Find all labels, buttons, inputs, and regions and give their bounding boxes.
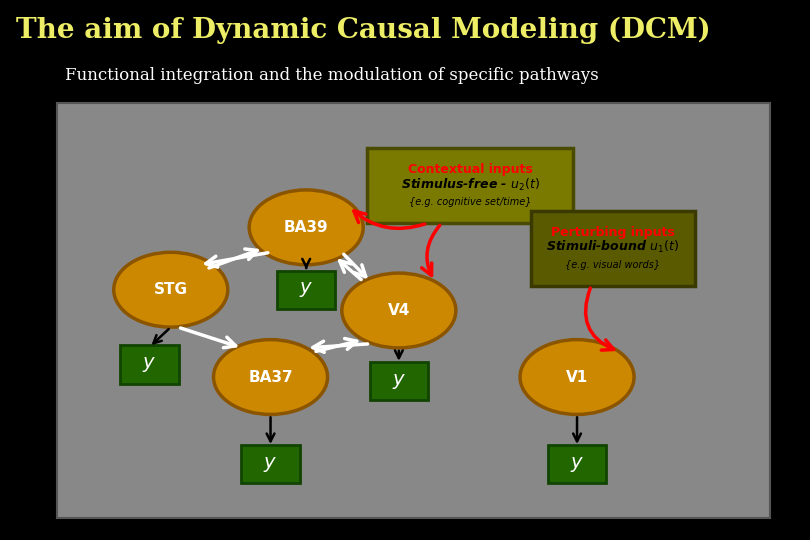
FancyBboxPatch shape xyxy=(548,445,606,483)
Text: Perturbing inputs: Perturbing inputs xyxy=(551,226,675,239)
Ellipse shape xyxy=(520,340,634,415)
Text: $y$: $y$ xyxy=(143,355,156,374)
Ellipse shape xyxy=(342,273,456,348)
FancyBboxPatch shape xyxy=(531,211,695,286)
FancyBboxPatch shape xyxy=(277,271,335,309)
FancyBboxPatch shape xyxy=(367,148,573,223)
Text: Contextual inputs: Contextual inputs xyxy=(407,164,532,177)
Text: STG: STG xyxy=(154,282,188,297)
Text: $y$: $y$ xyxy=(392,372,406,390)
FancyBboxPatch shape xyxy=(120,346,178,384)
Text: Stimuli-bound $u_1(t)$: Stimuli-bound $u_1(t)$ xyxy=(546,239,680,255)
Text: BA39: BA39 xyxy=(284,220,329,235)
Text: $y$: $y$ xyxy=(570,455,584,474)
Text: Stimulus-free - $u_2(t)$: Stimulus-free - $u_2(t)$ xyxy=(401,177,539,193)
Text: {e.g. cognitive set/time}: {e.g. cognitive set/time} xyxy=(409,198,531,207)
Text: V1: V1 xyxy=(566,369,588,384)
FancyBboxPatch shape xyxy=(241,445,300,483)
Ellipse shape xyxy=(113,252,228,327)
Text: $y$: $y$ xyxy=(299,280,313,299)
Text: The aim of Dynamic Causal Modeling (DCM): The aim of Dynamic Causal Modeling (DCM) xyxy=(16,16,711,44)
Text: BA37: BA37 xyxy=(248,369,293,384)
Ellipse shape xyxy=(249,190,363,265)
Text: V4: V4 xyxy=(388,303,410,318)
Text: Functional integration and the modulation of specific pathways: Functional integration and the modulatio… xyxy=(65,68,599,84)
Ellipse shape xyxy=(214,340,327,415)
Text: {e.g. visual words}: {e.g. visual words} xyxy=(565,260,660,270)
FancyBboxPatch shape xyxy=(369,362,428,400)
Text: $y$: $y$ xyxy=(263,455,278,474)
